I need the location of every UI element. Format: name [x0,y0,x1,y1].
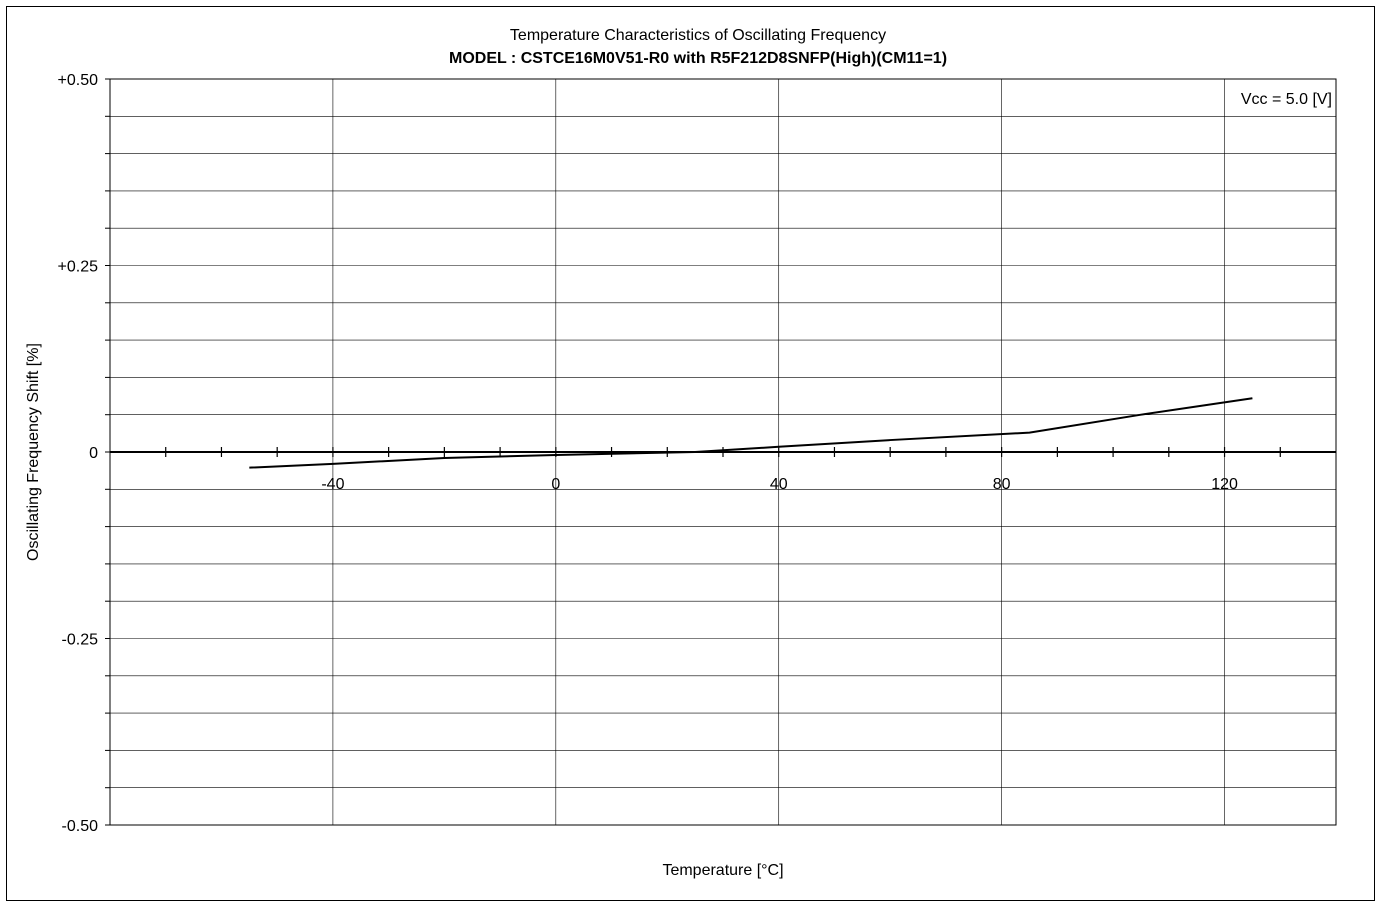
x-tick-label: 40 [770,476,788,493]
plot-area: -40 0 40 80 120 +0.50 +0.25 0 -0.25 -0.50 [58,72,1337,835]
chart-title: Temperature Characteristics of Oscillati… [510,27,886,44]
x-tick-label: 120 [1211,476,1238,493]
x-tick-label: -40 [321,476,344,493]
y-axis-title: Oscillating Frequency Shift [%] [25,343,42,561]
y-tick-label: 0 [89,445,98,462]
vcc-annotation: Vcc = 5.0 [V] [1241,91,1332,108]
y-tick-label: -0.50 [62,818,99,835]
x-axis-title: Temperature [°C] [662,862,783,879]
series-line [249,397,1253,469]
chart-svg: Temperature Characteristics of Oscillati… [25,27,1337,879]
y-tick-label: +0.25 [58,259,99,276]
chart-frame: Temperature Characteristics of Oscillati… [6,6,1375,901]
chart-subtitle: MODEL : CSTCE16M0V51-R0 with R5F212D8SNF… [449,50,947,67]
x-tick-label: 80 [993,476,1011,493]
y-tick-label: -0.25 [62,632,99,649]
x-tick-label: 0 [551,476,560,493]
y-tick-label: +0.50 [58,72,99,89]
